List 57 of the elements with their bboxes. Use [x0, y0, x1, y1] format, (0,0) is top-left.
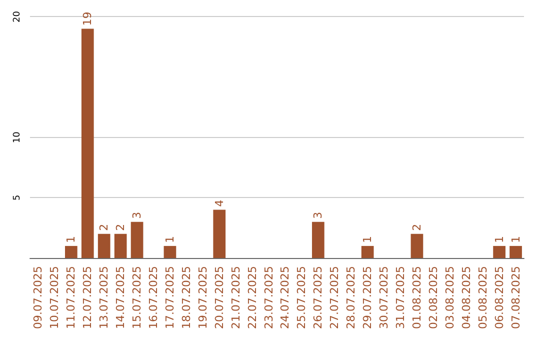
x-tick-label: 19.07.2025 [196, 266, 210, 330]
x-tick-label: 16.07.2025 [147, 266, 160, 330]
x-tick-label: 27.07.2025 [328, 266, 342, 330]
x-tick-label: 28.07.2025 [344, 266, 358, 330]
x-tick-label: 12.07.2025 [81, 266, 94, 330]
bar [361, 246, 374, 258]
data-label: 1 [509, 236, 522, 243]
x-tick-label: 31.07.2025 [394, 266, 407, 330]
bar [510, 246, 522, 258]
x-tick-label: 05.08.2025 [476, 266, 490, 330]
x-tick-label: 07.08.2025 [509, 266, 522, 330]
data-label: 1 [361, 236, 374, 243]
x-tick-label: 15.07.2025 [130, 266, 144, 330]
x-tick-label: 18.07.2025 [180, 266, 193, 330]
data-label: 2 [410, 224, 424, 231]
data-label: 3 [312, 212, 325, 219]
data-label: 4 [212, 200, 226, 207]
x-tick-label: 13.07.2025 [98, 266, 111, 330]
data-label: 19 [81, 12, 94, 26]
y-tick-label: 10 [12, 131, 22, 144]
x-tick-label: 29.07.2025 [361, 266, 374, 330]
y-tick-label: 5 [12, 194, 22, 201]
x-tick-label: 01.08.2025 [410, 266, 424, 330]
x-tick-label: 26.07.2025 [312, 266, 325, 330]
y-tick-label: 20 [12, 10, 22, 22]
x-tick-label: 22.07.2025 [246, 266, 259, 330]
data-label: 1 [492, 236, 506, 243]
x-tick-label: 24.07.2025 [278, 266, 292, 330]
data-label: 1 [163, 236, 176, 243]
x-tick-label: 23.07.2025 [262, 266, 276, 330]
x-tick-label: 03.08.2025 [443, 266, 456, 330]
x-tick-label: 25.07.2025 [295, 266, 308, 330]
bar [81, 28, 94, 258]
data-label: 2 [98, 224, 111, 231]
x-tick-label: 11.07.2025 [64, 266, 78, 330]
x-tick-label: 21.07.2025 [229, 266, 242, 330]
x-tick-label: 09.07.2025 [32, 266, 45, 330]
x-tick-label: 10.07.2025 [48, 266, 62, 330]
bar [213, 210, 226, 258]
data-label: 2 [114, 224, 128, 231]
bar [114, 234, 127, 258]
bar [130, 222, 144, 258]
bar [98, 234, 110, 258]
x-tick-label: 17.07.2025 [163, 266, 176, 330]
bar [410, 234, 424, 258]
bar [493, 246, 506, 258]
x-tick-label: 04.08.2025 [460, 266, 473, 330]
data-label: 1 [64, 236, 78, 243]
bar [64, 246, 78, 258]
bar [312, 222, 324, 258]
x-tick-label: 14.07.2025 [114, 266, 128, 330]
x-tick-label: 06.08.2025 [492, 266, 506, 330]
x-tick-label: 20.07.2025 [212, 266, 226, 330]
bar [164, 246, 176, 258]
x-tick-label: 30.07.2025 [378, 266, 391, 330]
data-label: 3 [130, 212, 144, 219]
x-tick-label: 02.08.2025 [426, 266, 440, 330]
